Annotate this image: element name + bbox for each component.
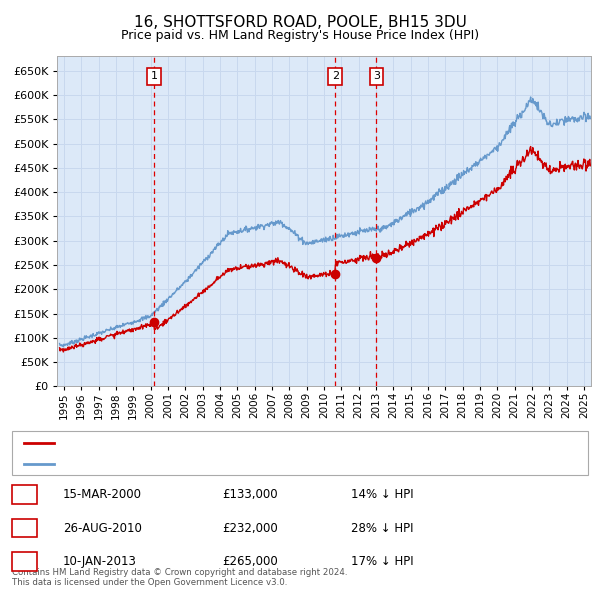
Text: 1: 1 [21, 488, 28, 501]
Text: Price paid vs. HM Land Registry's House Price Index (HPI): Price paid vs. HM Land Registry's House … [121, 30, 479, 42]
Text: 16, SHOTTSFORD ROAD, POOLE, BH15 3DU: 16, SHOTTSFORD ROAD, POOLE, BH15 3DU [134, 15, 466, 30]
Text: 14% ↓ HPI: 14% ↓ HPI [351, 488, 413, 501]
Text: 28% ↓ HPI: 28% ↓ HPI [351, 522, 413, 535]
Text: 16, SHOTTSFORD ROAD, POOLE, BH15 3DU (detached house): 16, SHOTTSFORD ROAD, POOLE, BH15 3DU (de… [60, 438, 403, 448]
Text: Contains HM Land Registry data © Crown copyright and database right 2024.
This d: Contains HM Land Registry data © Crown c… [12, 568, 347, 587]
Text: £265,000: £265,000 [222, 555, 278, 568]
Text: 26-AUG-2010: 26-AUG-2010 [63, 522, 142, 535]
Text: £232,000: £232,000 [222, 522, 278, 535]
Text: 3: 3 [21, 555, 28, 568]
Text: 17% ↓ HPI: 17% ↓ HPI [351, 555, 413, 568]
Text: 2: 2 [332, 71, 339, 81]
Text: HPI: Average price, detached house, Bournemouth Christchurch and Poole: HPI: Average price, detached house, Bour… [60, 459, 475, 469]
Text: 3: 3 [373, 71, 380, 81]
Text: 10-JAN-2013: 10-JAN-2013 [63, 555, 137, 568]
Text: £133,000: £133,000 [222, 488, 278, 501]
Text: 2: 2 [21, 522, 28, 535]
Text: 1: 1 [151, 71, 158, 81]
Text: 15-MAR-2000: 15-MAR-2000 [63, 488, 142, 501]
